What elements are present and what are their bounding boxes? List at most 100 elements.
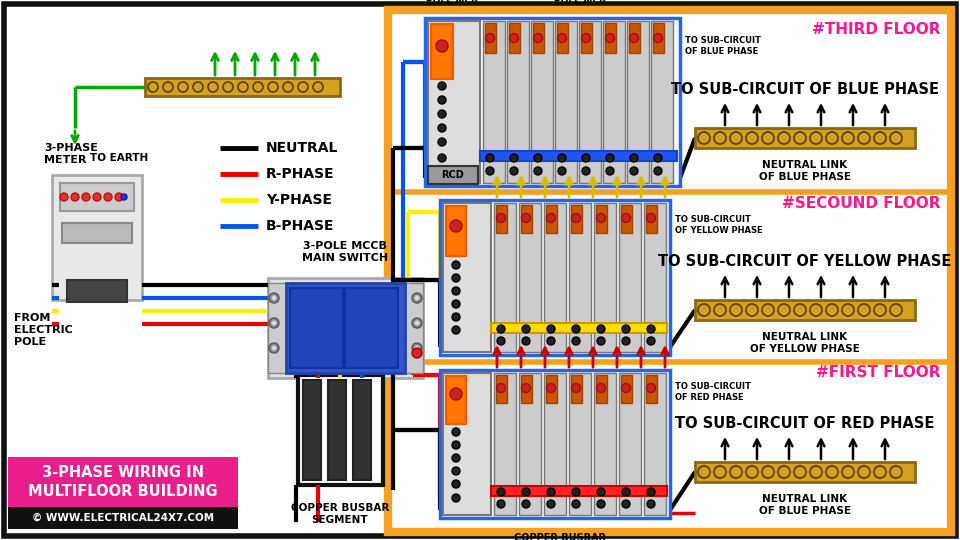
Circle shape: [794, 466, 806, 478]
Bar: [521, 205, 532, 233]
Bar: [531, 21, 553, 183]
Bar: [579, 21, 601, 183]
Circle shape: [521, 383, 531, 393]
Circle shape: [268, 82, 278, 92]
Bar: [8, 507, 238, 529]
Circle shape: [415, 346, 420, 350]
Bar: [443, 203, 491, 352]
Bar: [571, 205, 582, 233]
Circle shape: [874, 304, 886, 316]
Circle shape: [452, 326, 460, 334]
Bar: [619, 203, 641, 352]
Bar: [67, 280, 127, 302]
Circle shape: [415, 321, 420, 326]
Circle shape: [486, 33, 494, 43]
Circle shape: [858, 304, 870, 316]
Circle shape: [534, 33, 542, 43]
Circle shape: [510, 33, 518, 43]
Circle shape: [148, 82, 158, 92]
Circle shape: [622, 325, 630, 333]
Bar: [145, 78, 340, 96]
Circle shape: [223, 82, 233, 92]
Circle shape: [558, 167, 566, 175]
Text: TO SUB-CIRCUIT
OF YELLOW PHASE: TO SUB-CIRCUIT OF YELLOW PHASE: [675, 215, 762, 235]
Text: NEUTRAL: NEUTRAL: [266, 141, 338, 155]
Circle shape: [438, 154, 446, 162]
Bar: [446, 206, 466, 256]
Bar: [546, 375, 557, 403]
Circle shape: [269, 343, 279, 353]
Circle shape: [522, 500, 530, 508]
Circle shape: [810, 132, 822, 144]
Circle shape: [630, 167, 638, 175]
Circle shape: [115, 193, 123, 201]
Circle shape: [522, 325, 530, 333]
Circle shape: [438, 138, 446, 146]
Circle shape: [412, 348, 422, 358]
Circle shape: [698, 304, 710, 316]
Circle shape: [572, 488, 580, 496]
Circle shape: [412, 293, 422, 303]
Bar: [509, 23, 520, 53]
Bar: [353, 380, 371, 480]
Bar: [644, 373, 666, 515]
Circle shape: [450, 220, 462, 232]
Circle shape: [452, 428, 460, 436]
Bar: [619, 373, 641, 515]
Circle shape: [730, 304, 742, 316]
Bar: [621, 375, 632, 403]
Circle shape: [572, 325, 580, 333]
Text: 3-POLE MCCB
MAIN SWITCH: 3-POLE MCCB MAIN SWITCH: [302, 241, 388, 263]
Text: B-PHASE: B-PHASE: [266, 219, 334, 233]
Circle shape: [534, 167, 542, 175]
Circle shape: [415, 295, 420, 300]
Text: 3-PHASE
METER: 3-PHASE METER: [44, 144, 98, 165]
Circle shape: [438, 110, 446, 118]
Circle shape: [794, 132, 806, 144]
Circle shape: [269, 293, 279, 303]
Text: R-PHASE: R-PHASE: [266, 167, 335, 181]
Bar: [494, 203, 516, 352]
Circle shape: [890, 304, 902, 316]
Bar: [695, 462, 915, 482]
Circle shape: [582, 33, 590, 43]
Bar: [594, 373, 616, 515]
Text: #SECOUND FLOOR: #SECOUND FLOOR: [781, 196, 940, 211]
Bar: [581, 23, 592, 53]
Text: TO EARTH: TO EARTH: [90, 153, 148, 163]
Bar: [557, 23, 568, 53]
Text: #THIRD FLOOR: #THIRD FLOOR: [811, 22, 940, 37]
Circle shape: [606, 167, 614, 175]
Bar: [268, 283, 286, 373]
Bar: [328, 380, 346, 480]
Circle shape: [313, 82, 323, 92]
Circle shape: [452, 274, 460, 282]
Circle shape: [283, 82, 293, 92]
Text: TO SUB-CIRCUIT
OF BLUE PHASE: TO SUB-CIRCUIT OF BLUE PHASE: [685, 36, 761, 56]
Bar: [646, 205, 657, 233]
Bar: [507, 21, 529, 183]
Circle shape: [452, 441, 460, 449]
Circle shape: [412, 318, 422, 328]
Circle shape: [82, 193, 90, 201]
Circle shape: [522, 488, 530, 496]
Bar: [491, 323, 667, 333]
Circle shape: [826, 304, 838, 316]
Circle shape: [571, 213, 581, 222]
Bar: [388, 10, 951, 532]
Bar: [695, 128, 915, 148]
Circle shape: [630, 154, 638, 162]
Circle shape: [522, 337, 530, 345]
Text: TO SUB-CIRCUIT OF BLUE PHASE: TO SUB-CIRCUIT OF BLUE PHASE: [671, 83, 939, 98]
Circle shape: [647, 488, 655, 496]
Text: COPPER BUSBAR
SEGMENT: COPPER BUSBAR SEGMENT: [291, 503, 389, 524]
Circle shape: [572, 500, 580, 508]
Text: #FIRST FLOOR: #FIRST FLOOR: [815, 365, 940, 380]
Circle shape: [714, 304, 726, 316]
Circle shape: [762, 132, 774, 144]
Bar: [627, 21, 649, 183]
Circle shape: [646, 213, 656, 222]
Circle shape: [238, 82, 248, 92]
Bar: [443, 373, 491, 515]
Bar: [629, 23, 640, 53]
